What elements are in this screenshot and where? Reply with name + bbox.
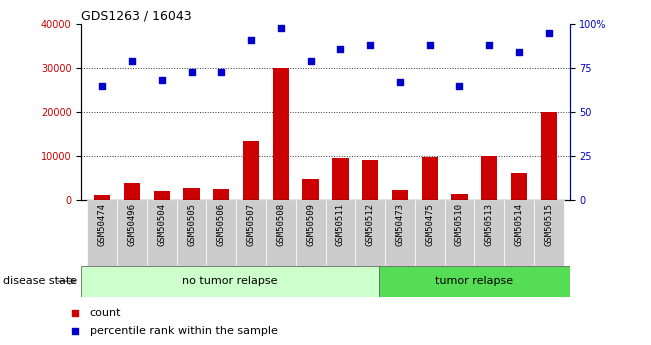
Bar [421,157,438,200]
Point [285,224,296,229]
Text: count: count [90,308,121,317]
Bar [147,200,176,266]
Bar [451,194,467,200]
Text: GSM50507: GSM50507 [247,203,256,246]
Bar [445,200,475,266]
Bar [475,200,504,266]
Bar [540,112,557,200]
Bar [385,200,415,266]
Text: GSM50513: GSM50513 [485,203,493,246]
Text: GSM50514: GSM50514 [514,203,523,246]
Bar [266,200,296,266]
Bar [303,179,319,200]
Bar [87,200,117,266]
Text: percentile rank within the sample: percentile rank within the sample [90,326,277,336]
Bar [504,200,534,266]
Point [424,42,435,48]
Bar [326,200,355,266]
Text: GSM50510: GSM50510 [455,203,464,246]
Bar [154,191,170,200]
Bar [117,200,147,266]
Point [544,30,554,36]
Point [156,78,167,83]
Bar [273,68,289,200]
Text: GSM50505: GSM50505 [187,203,196,246]
Bar [236,200,266,266]
Point [365,42,376,48]
Text: GSM50511: GSM50511 [336,203,345,246]
Bar [81,266,379,297]
Point [97,83,107,89]
Bar [124,184,140,200]
Bar [243,141,259,200]
Text: GSM50496: GSM50496 [128,203,137,246]
Text: GSM50475: GSM50475 [425,203,434,246]
Point [216,69,227,75]
Point [514,50,524,55]
Bar [176,200,206,266]
Point [335,46,346,51]
Point [127,58,137,64]
Text: GSM50504: GSM50504 [158,203,166,246]
Point [246,37,256,43]
Point [285,55,296,60]
Point [395,79,405,85]
Bar [379,266,570,297]
Bar [206,200,236,266]
Bar [94,195,111,200]
Text: GSM50512: GSM50512 [366,203,375,246]
Text: GSM50506: GSM50506 [217,203,226,246]
Bar [213,189,230,200]
Text: disease state: disease state [3,276,77,286]
Text: tumor relapse: tumor relapse [436,276,514,286]
Bar [481,156,497,200]
Text: GSM50473: GSM50473 [395,203,404,246]
Text: GSM50508: GSM50508 [276,203,285,246]
Point [186,69,197,75]
Bar [362,160,378,200]
Point [484,42,495,48]
Bar [511,173,527,200]
Bar [534,200,564,266]
Bar [392,190,408,200]
Text: GSM50509: GSM50509 [306,203,315,246]
Bar [355,200,385,266]
Bar [184,188,200,200]
Text: GSM50474: GSM50474 [98,203,107,246]
Text: GSM50515: GSM50515 [544,203,553,246]
Point [275,25,286,30]
Text: no tumor relapse: no tumor relapse [182,276,278,286]
Text: GDS1263 / 16043: GDS1263 / 16043 [81,10,192,23]
Bar [332,158,348,200]
Bar [415,200,445,266]
Bar [296,200,326,266]
Point [305,58,316,64]
Point [454,83,465,89]
